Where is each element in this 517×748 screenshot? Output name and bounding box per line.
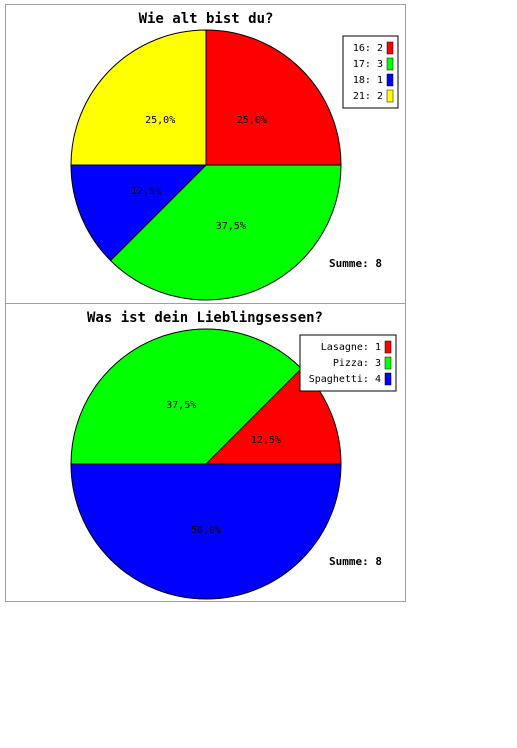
legend-entry: Lasagne: 1	[321, 342, 381, 353]
pie-slice-spaghetti	[70, 463, 342, 600]
legend-swatch	[386, 41, 394, 55]
slice-percent-label: 37,5%	[166, 400, 196, 411]
pie-slice-21	[70, 29, 207, 166]
pie-slice-18	[70, 164, 208, 262]
slice-percent-label: 50,0%	[191, 525, 221, 536]
legend-entry: Spaghetti: 4	[309, 374, 381, 385]
pie-slice-17	[109, 164, 342, 301]
chart-panel-food: Was ist dein Lieblingsessen? 12,5% 37,5% 5…	[5, 303, 406, 602]
chart-title: Was ist dein Lieblingsessen?	[87, 310, 323, 326]
legend-swatch	[386, 89, 394, 103]
legend-entry: 17: 3	[353, 59, 383, 70]
slice-percent-label: 12,5%	[251, 435, 281, 446]
legend-entry: 21: 2	[353, 91, 383, 102]
legend-swatch	[384, 340, 392, 354]
slice-percent-label: 12,5%	[131, 186, 161, 197]
pie-chart-age: Wie alt bist du? 25,0% 37,5% 12,5% 25,0% 16…	[70, 11, 399, 301]
pie-slice-pizza	[70, 328, 303, 465]
chart-panel-age: Wie alt bist du? 25,0% 37,5% 12,5% 25,0% 16…	[5, 4, 406, 303]
pie-slice-16	[205, 29, 342, 166]
slice-percent-label: 25,0%	[237, 115, 267, 126]
legend-swatch	[386, 73, 394, 87]
legend-entry: Pizza: 3	[333, 358, 381, 369]
legend-swatch	[386, 57, 394, 71]
legend-entry: 16: 2	[353, 43, 383, 54]
legend-swatch	[384, 372, 392, 386]
sum-label: Summe: 8	[329, 555, 382, 568]
chart-title: Wie alt bist du?	[139, 11, 274, 27]
slice-percent-label: 37,5%	[216, 221, 246, 232]
sum-label: Summe: 8	[329, 257, 382, 270]
pie-chart-food: Was ist dein Lieblingsessen? 12,5% 37,5% 5…	[70, 310, 397, 600]
slice-percent-label: 25,0%	[145, 115, 175, 126]
legend-entry: 18: 1	[353, 75, 383, 86]
legend-box	[299, 334, 397, 392]
legend-swatch	[384, 356, 392, 370]
